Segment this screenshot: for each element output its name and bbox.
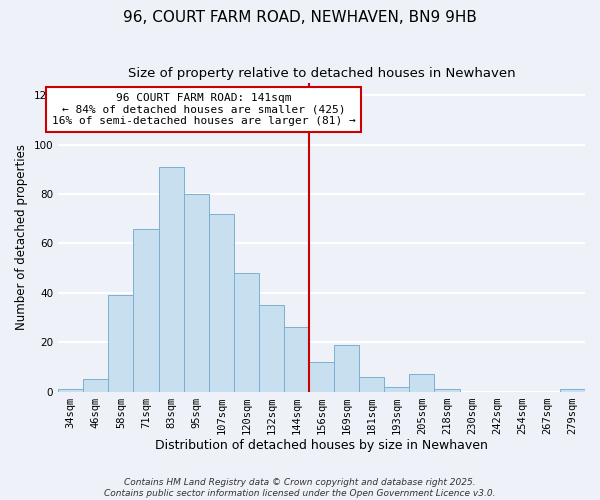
Bar [184,194,209,392]
Bar [334,344,359,392]
Bar [309,362,334,392]
Bar [359,377,385,392]
Title: Size of property relative to detached houses in Newhaven: Size of property relative to detached ho… [128,68,515,80]
Bar [234,273,259,392]
Text: 96, COURT FARM ROAD, NEWHAVEN, BN9 9HB: 96, COURT FARM ROAD, NEWHAVEN, BN9 9HB [123,10,477,25]
Text: Contains HM Land Registry data © Crown copyright and database right 2025.
Contai: Contains HM Land Registry data © Crown c… [104,478,496,498]
Bar [409,374,434,392]
Bar [434,389,460,392]
Bar [83,379,109,392]
Bar [158,167,184,392]
Bar [385,386,409,392]
Bar [133,228,158,392]
Bar [259,305,284,392]
Bar [109,296,133,392]
Text: 96 COURT FARM ROAD: 141sqm
← 84% of detached houses are smaller (425)
16% of sem: 96 COURT FARM ROAD: 141sqm ← 84% of deta… [52,93,356,126]
X-axis label: Distribution of detached houses by size in Newhaven: Distribution of detached houses by size … [155,440,488,452]
Bar [209,214,234,392]
Bar [284,328,309,392]
Bar [560,389,585,392]
Bar [58,389,83,392]
Y-axis label: Number of detached properties: Number of detached properties [15,144,28,330]
